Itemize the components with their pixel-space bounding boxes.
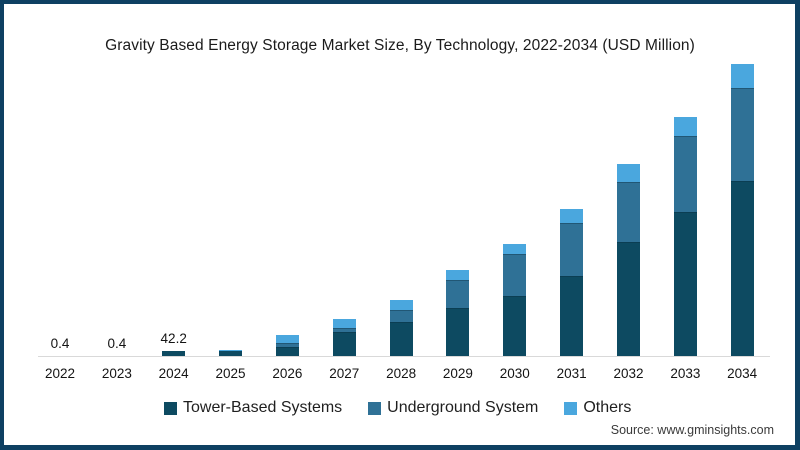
bar-2026 [275,335,299,356]
bar-segment-underground-system [560,223,584,276]
bar-2034 [730,63,754,356]
bar-segment-underground-system [730,87,754,181]
bar-value-label: 0.4 [107,335,127,351]
bar-2030 [503,244,527,356]
bar-segment-tower-based-systems [560,276,584,356]
bar-2033 [673,117,697,356]
x-axis-label: 2024 [158,366,189,381]
x-axis-label: 2031 [556,366,587,381]
x-axis-label: 2027 [329,366,360,381]
legend: Tower-Based Systems Underground System Oth… [164,399,631,417]
x-axis-label: 2023 [101,366,132,381]
legend-swatch-icon [164,401,177,415]
x-axis-label: 2026 [272,366,303,381]
legend-swatch-icon [564,401,578,415]
source-text: Source: www.gminsights.com [610,423,774,437]
x-axis-label: 2030 [499,366,530,381]
bar-segment-tower-based-systems [617,241,640,356]
x-axis-label: 2028 [386,366,417,381]
legend-label: Underground System [387,399,539,416]
chart-title: Gravity Based Energy Storage Market Size… [105,37,695,54]
legend-item-underground-system: Underground System [368,399,538,417]
bar-segment-tower-based-systems [162,351,186,356]
bar-segment-tower-based-systems [275,346,299,356]
x-axis-label: 2029 [442,366,473,381]
legend-swatch-icon [368,401,382,415]
bar-2031 [560,209,584,356]
bar-2029 [446,270,470,356]
legend-label: Others [583,399,632,416]
x-axis-label: 2022 [44,366,76,381]
bar-segment-tower-based-systems [673,212,697,356]
legend-item-tower-based-systems: Tower-Based Systems [164,399,342,417]
bar-segment-underground-system [617,182,640,242]
bar-segment-others [446,270,470,281]
bar-2028 [389,300,413,356]
bar-2027 [332,319,356,356]
bar-segment-others [503,244,527,255]
bar-segment-underground-system [389,310,413,322]
bar-segment-others [617,164,640,183]
bar-value-label: 42.2 [160,331,187,346]
bar-value-label: 0.4 [50,335,70,351]
legend-label: Tower-Based Systems [183,399,343,416]
bar-segment-others [389,300,413,311]
bar-segment-tower-based-systems [389,321,413,356]
bar-2024 [162,351,186,356]
bar-segment-others [275,335,299,343]
bar-segment-others [560,209,584,224]
legend-item-others: Others [564,399,631,417]
bar-segment-tower-based-systems [730,180,754,356]
bar-segment-tower-based-systems [446,308,470,356]
x-axis-label: 2025 [215,366,246,381]
bar-segment-tower-based-systems [332,332,356,356]
bar-segment-tower-based-systems [503,296,527,356]
bar-segment-underground-system [332,328,356,333]
bar-segment-others [730,63,754,88]
bar-segment-tower-based-systems [219,351,243,356]
x-axis-label: 2034 [727,366,758,381]
bar-segment-underground-system [446,280,470,308]
bar-2025 [219,350,243,356]
x-axis-label: 2033 [670,366,701,381]
bar-segment-underground-system [673,136,697,213]
bar-segment-underground-system [275,342,299,347]
bar-segment-underground-system [503,254,527,297]
x-axis-line [38,356,770,357]
bar-2032 [617,164,640,356]
bar-segment-others [332,319,356,329]
x-axis-label: 2032 [613,366,644,381]
bar-segment-others [673,117,697,137]
